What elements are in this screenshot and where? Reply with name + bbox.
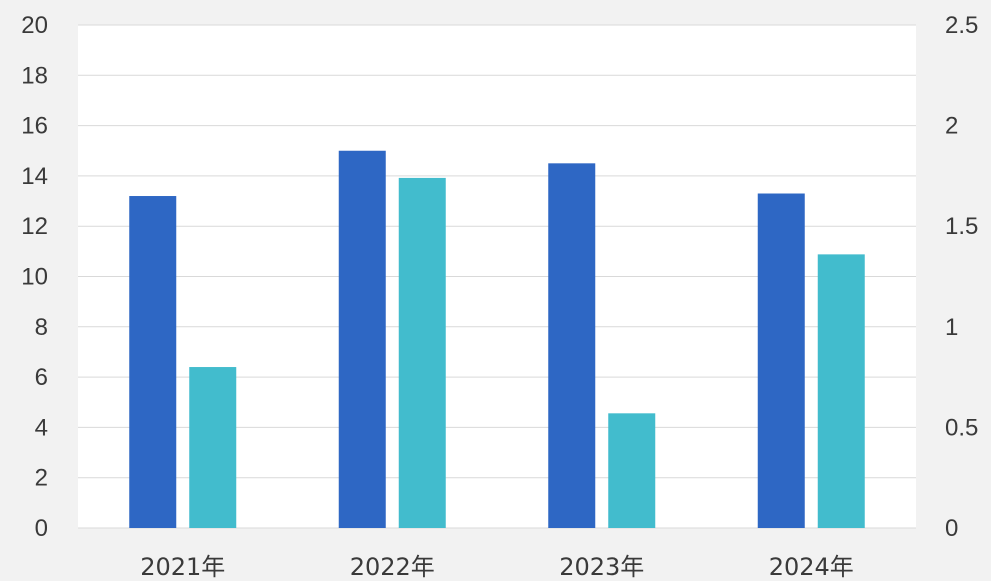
bar-series-2-1 bbox=[189, 367, 237, 528]
x-axis: 2021年 2022年 2023年 2024年 bbox=[140, 553, 854, 581]
left-y-tick-label: 2 bbox=[35, 465, 48, 492]
bar-series-2-4 bbox=[817, 254, 865, 529]
left-y-tick-label: 20 bbox=[21, 12, 48, 39]
left-y-tick-label: 8 bbox=[35, 314, 48, 341]
left-y-tick-label: 10 bbox=[21, 264, 48, 291]
left-y-tick-label: 14 bbox=[21, 163, 48, 190]
bar-series-1-4 bbox=[757, 193, 805, 528]
right-y-tick-label: 0.5 bbox=[945, 414, 978, 441]
right-y-tick-label: 2.5 bbox=[945, 12, 978, 39]
left-y-tick-label: 12 bbox=[21, 213, 48, 240]
x-tick-label: 2021年 bbox=[140, 553, 225, 581]
bar-series-1-3 bbox=[548, 163, 596, 528]
bar-series-1-1 bbox=[129, 196, 177, 528]
left-y-tick-label: 4 bbox=[35, 414, 48, 441]
x-tick-label: 2024年 bbox=[769, 553, 854, 581]
bar-series-1-2 bbox=[338, 150, 386, 528]
left-y-tick-label: 6 bbox=[35, 364, 48, 391]
left-y-tick-label: 16 bbox=[21, 113, 48, 140]
bars bbox=[129, 150, 865, 529]
right-y-axis: 0 0.5 1 1.5 2 2.5 bbox=[945, 12, 978, 542]
left-y-axis: 0 2 4 6 8 10 12 14 16 18 20 bbox=[21, 12, 48, 542]
left-y-tick-label: 0 bbox=[35, 515, 48, 542]
right-y-tick-label: 1.5 bbox=[945, 213, 978, 240]
bar-series-2-2 bbox=[398, 177, 446, 529]
x-tick-label: 2023年 bbox=[559, 553, 644, 581]
right-y-tick-label: 1 bbox=[945, 314, 958, 341]
x-tick-label: 2022年 bbox=[350, 553, 435, 581]
bar-series-2-3 bbox=[608, 413, 656, 528]
right-y-tick-label: 2 bbox=[945, 113, 958, 140]
right-y-tick-label: 0 bbox=[945, 515, 958, 542]
left-y-tick-label: 18 bbox=[21, 62, 48, 89]
